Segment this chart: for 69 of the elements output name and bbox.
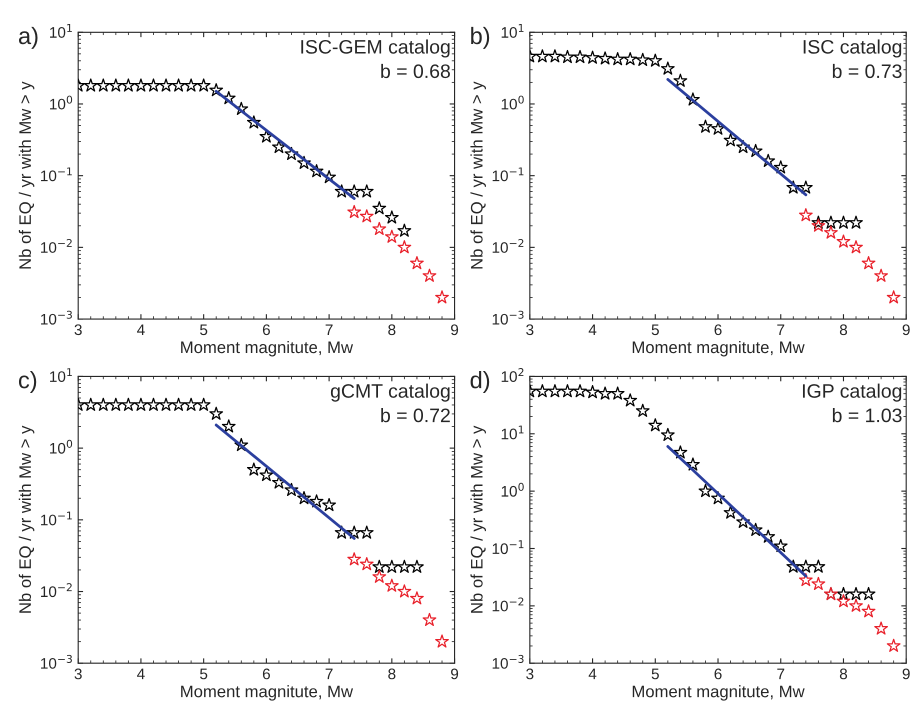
y-axis-title: Nb of EQ / yr with Mw > y bbox=[18, 81, 34, 269]
x-tick-label: 3 bbox=[526, 324, 534, 336]
x-tick-label: 3 bbox=[74, 324, 82, 336]
annotation: b = 0.68 bbox=[381, 64, 450, 78]
x-tick-label: 6 bbox=[262, 324, 270, 336]
x-tick-label: 4 bbox=[588, 324, 596, 335]
x-tick-label: 4 bbox=[137, 668, 145, 680]
x-tick-label: 8 bbox=[388, 324, 396, 336]
x-axis-title: Moment magnitute, Mw bbox=[632, 340, 805, 356]
y-axis-title: Nb of EQ / yr with Mw > y bbox=[470, 426, 486, 613]
y-tick-label: 10$^{1}$ bbox=[502, 24, 524, 38]
y-tick-label: 10$^{1}$ bbox=[50, 368, 72, 382]
y-tick-label: 10$^{−3}$ bbox=[41, 654, 72, 669]
annotation: b = 1.03 bbox=[832, 408, 902, 422]
y-tick-label: 10$^{2}$ bbox=[502, 368, 524, 382]
y-tick-label: 10$^{0}$ bbox=[50, 96, 72, 110]
annotation: ISC catalog bbox=[804, 39, 902, 58]
x-tick-label: 3 bbox=[74, 668, 82, 680]
x-tick-label: 5 bbox=[652, 324, 659, 336]
y-tick-label: 10$^{−3}$ bbox=[492, 654, 524, 669]
x-tick-label: 3 bbox=[526, 668, 534, 680]
x-tick-label: 7 bbox=[326, 668, 333, 680]
x-tick-label: 8 bbox=[840, 668, 848, 680]
x-tick-label: 8 bbox=[388, 668, 396, 680]
x-tick-label: 6 bbox=[714, 324, 722, 336]
x-tick-label: 9 bbox=[451, 668, 458, 680]
y-tick-label: 10$^{0}$ bbox=[502, 482, 524, 497]
chart-title: a) bbox=[18, 26, 38, 49]
chart-title: b) bbox=[471, 26, 490, 49]
x-tick-label: 5 bbox=[200, 668, 208, 680]
x-tick-label: 8 bbox=[840, 324, 848, 336]
x-tick-label: 7 bbox=[326, 324, 333, 335]
x-tick-label: 9 bbox=[902, 668, 910, 680]
x-tick-label: 5 bbox=[652, 668, 659, 680]
y-axis-title: Nb of EQ / yr with Mw > y bbox=[18, 426, 34, 613]
x-tick-label: 7 bbox=[777, 324, 784, 335]
x-tick-label: 9 bbox=[902, 324, 910, 336]
y-tick-label: 10$^{−1}$ bbox=[492, 167, 524, 182]
y-tick-label: 10$^{−1}$ bbox=[41, 512, 72, 526]
y-tick-label: 10$^{−2}$ bbox=[492, 598, 524, 612]
annotation: b = 0.72 bbox=[381, 408, 450, 422]
y-tick-label: 10$^{−2}$ bbox=[41, 239, 72, 253]
x-tick-label: 6 bbox=[714, 668, 722, 680]
y-tick-label: 10$^{0}$ bbox=[502, 96, 524, 110]
annotation: ISC-GEM catalog bbox=[301, 39, 450, 58]
chart-title: d) bbox=[470, 371, 490, 394]
y-tick-label: 10$^{−3}$ bbox=[41, 310, 72, 325]
y-tick-label: 10$^{−1}$ bbox=[41, 167, 72, 182]
y-tick-label: 10$^{−2}$ bbox=[492, 239, 524, 253]
x-tick-label: 5 bbox=[200, 324, 208, 336]
y-tick-label: 10$^{0}$ bbox=[50, 440, 72, 454]
x-tick-label: 6 bbox=[262, 668, 270, 680]
chart-title: c) bbox=[18, 371, 36, 394]
annotation: IGP catalog bbox=[802, 384, 902, 402]
x-tick-label: 9 bbox=[451, 324, 458, 336]
annotation: gCMT catalog bbox=[330, 384, 450, 402]
x-tick-label: 4 bbox=[588, 668, 596, 680]
x-tick-label: 7 bbox=[777, 668, 784, 680]
x-axis-title: Moment magnitute, Mw bbox=[632, 685, 805, 701]
y-axis-title: Nb of EQ / yr with Mw > y bbox=[470, 81, 486, 269]
y-tick-label: 10$^{1}$ bbox=[502, 426, 524, 440]
x-axis-title: Moment magnitute, Mw bbox=[181, 340, 354, 356]
annotation: b = 0.73 bbox=[832, 64, 902, 78]
y-tick-label: 10$^{−3}$ bbox=[492, 310, 524, 325]
y-tick-label: 10$^{1}$ bbox=[50, 24, 72, 38]
x-tick-label: 4 bbox=[137, 324, 145, 335]
x-axis-title: Moment magnitute, Mw bbox=[181, 685, 354, 701]
y-tick-label: 10$^{−1}$ bbox=[492, 540, 524, 554]
y-tick-label: 10$^{−2}$ bbox=[41, 583, 72, 598]
